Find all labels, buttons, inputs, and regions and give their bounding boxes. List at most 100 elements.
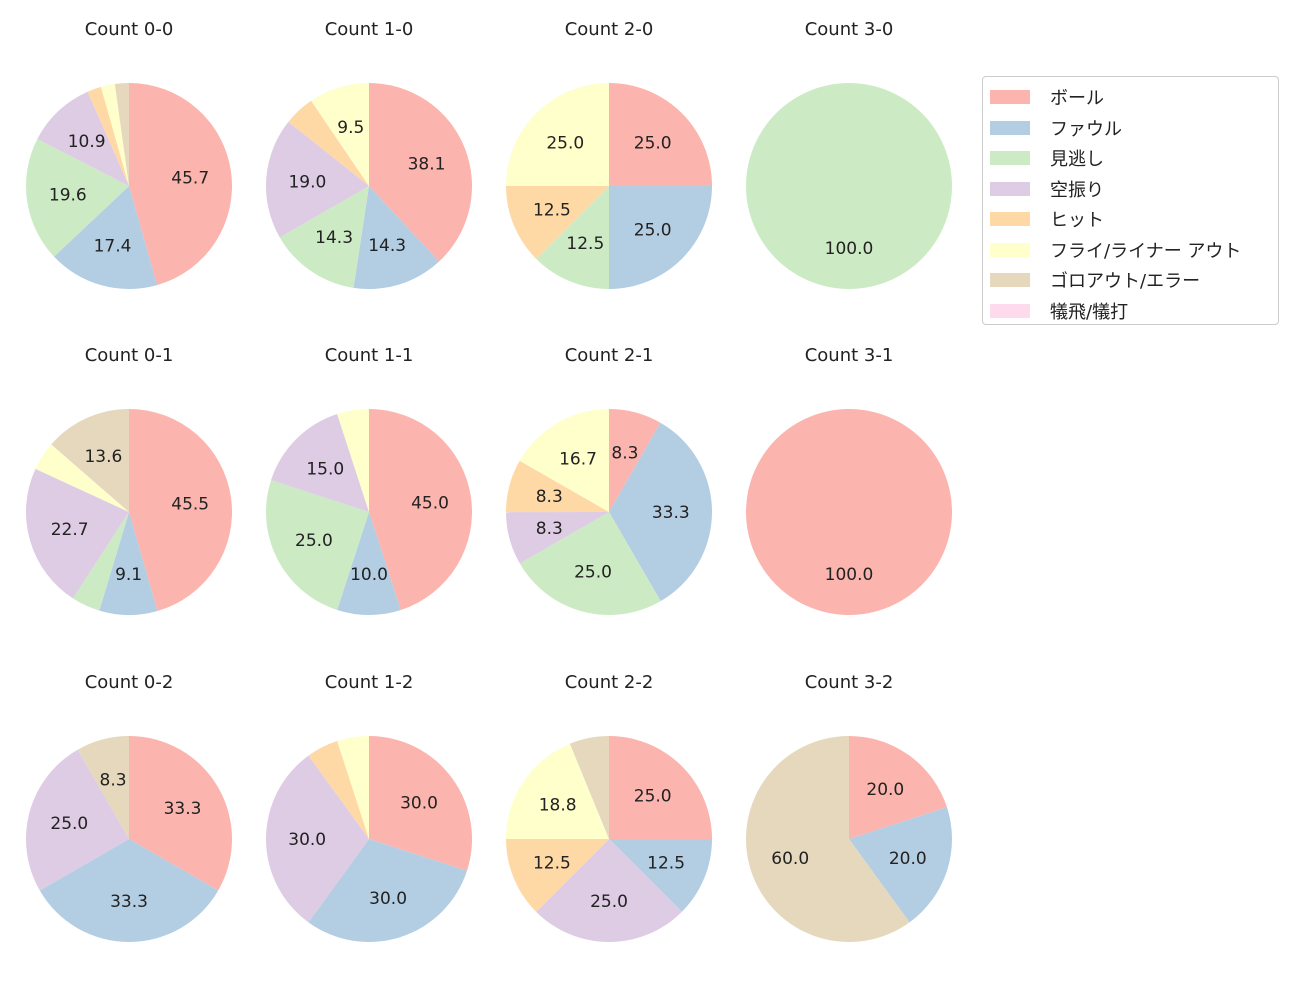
slice-label: 45.0: [411, 493, 449, 513]
pie-slice-5: [337, 409, 369, 512]
pie-title: Count 3-1: [805, 345, 894, 366]
slice-label: 8.3: [536, 519, 563, 539]
legend-label: ヒット: [1050, 210, 1104, 232]
pie-slice-1: [849, 807, 952, 923]
pie-slice-4: [506, 460, 609, 513]
pie-slice-0: [609, 736, 712, 839]
pie-slice-0: [746, 409, 952, 615]
pie-title: Count 2-2: [565, 672, 654, 693]
pie-slice-0: [129, 409, 232, 611]
slice-label: 12.5: [647, 854, 685, 874]
pie-slice-1: [54, 186, 158, 290]
pie-title: Count 2-1: [565, 345, 654, 366]
pie-slice-1: [609, 839, 712, 912]
legend-label: フライ/ライナー アウト: [1050, 240, 1242, 262]
pie-slice-4: [506, 186, 609, 259]
pie-slice-0: [129, 736, 232, 891]
pie-slice-0: [609, 83, 712, 186]
pie-slice-3: [536, 839, 682, 942]
slice-label: 19.0: [288, 172, 326, 192]
slice-label: 30.0: [288, 830, 326, 850]
legend-label: 空振り: [1050, 179, 1104, 201]
pie-slice-2: [266, 480, 369, 610]
pie-title: Count 0-2: [85, 672, 174, 693]
slice-label: 14.3: [368, 236, 406, 256]
slice-label: 9.1: [115, 565, 142, 585]
slice-label: 25.0: [634, 221, 672, 241]
pie-count-1-1: Count 1-1 45.0 10.0 25.0 15.0: [266, 345, 473, 615]
legend-item: 空振り: [983, 174, 1278, 205]
slice-label: 25.0: [546, 133, 584, 153]
pie-slice-2: [746, 83, 952, 289]
pie-slice-1: [39, 839, 219, 942]
pie-slice-4: [506, 839, 609, 912]
pie-slice-1: [337, 512, 401, 615]
pie-title: Count 2-0: [565, 19, 654, 40]
slice-label: 10.0: [350, 565, 388, 585]
pie-slice-5: [519, 409, 609, 512]
slice-label: 25.0: [590, 892, 628, 912]
pie-count-2-0: Count 2-0 25.0 25.0 12.5 12.5 25.0: [506, 19, 712, 289]
slice-label: 12.5: [533, 854, 571, 874]
pie-slice-5: [311, 83, 369, 186]
legend-swatch: [990, 181, 1030, 196]
pie-count-0-2: Count 0-2 33.3 33.3 25.0 8.3: [26, 672, 232, 942]
slice-label: 22.7: [51, 520, 89, 540]
pie-slice-2: [536, 186, 609, 289]
pie-title: Count 1-0: [325, 19, 414, 40]
slice-label: 45.7: [171, 169, 209, 189]
slice-label: 20.0: [889, 849, 927, 869]
slice-label: 12.5: [533, 201, 571, 221]
legend-swatch: [990, 151, 1030, 166]
slice-label: 15.0: [306, 459, 344, 479]
pie-count-3-2: Count 3-2 20.0 20.0 60.0: [746, 672, 952, 942]
pie-slice-3: [506, 512, 609, 564]
slice-label: 60.0: [771, 849, 809, 869]
pie-slice-4: [87, 86, 129, 186]
pie-title: Count 0-0: [85, 19, 174, 40]
pie-title: Count 3-2: [805, 672, 894, 693]
pie-slice-6: [77, 736, 129, 839]
slice-label: 25.0: [574, 563, 612, 583]
slice-label: 16.7: [559, 450, 597, 470]
legend-swatch: [990, 273, 1030, 288]
pie-count-3-1: Count 3-1 100.0: [746, 345, 952, 615]
pie-title: Count 0-1: [85, 345, 174, 366]
pie-slice-5: [100, 83, 129, 186]
slice-label: 33.3: [652, 503, 690, 523]
pie-slice-5: [506, 743, 609, 839]
legend-item: 犠飛/犠打: [983, 296, 1278, 327]
slice-label: 13.6: [84, 447, 122, 467]
pie-slice-0: [129, 83, 232, 286]
legend-item: ファウル: [983, 113, 1278, 144]
legend-swatch: [990, 90, 1030, 105]
slice-label: 10.9: [68, 132, 106, 152]
pie-count-1-0: Count 1-0 38.1 14.3 14.3 19.0 9.5: [266, 19, 472, 289]
legend-swatch: [990, 120, 1030, 135]
slice-label: 14.3: [315, 228, 353, 248]
pie-slice-3: [266, 121, 369, 238]
pie-count-0-0: Count 0-0 45.7 17.4 19.6 10.9: [25, 19, 232, 290]
slice-label: 8.3: [611, 443, 638, 463]
slice-label: 25.0: [634, 133, 672, 153]
slice-label: 8.3: [536, 487, 563, 507]
slice-label: 25.0: [634, 786, 672, 806]
legend-label: 見逃し: [1050, 149, 1104, 171]
pie-title: Count 1-2: [325, 672, 414, 693]
pie-slice-0: [849, 736, 947, 839]
pie-slice-0: [369, 736, 473, 871]
pie-slice-3: [25, 468, 130, 599]
legend-label: ゴロアウト/エラー: [1050, 271, 1201, 293]
pie-slice-4: [288, 100, 369, 186]
slice-label: 18.8: [539, 796, 577, 816]
slice-label: 20.0: [866, 780, 904, 800]
pie-count-3-0: Count 3-0 100.0: [746, 19, 952, 289]
slice-label: 25.0: [50, 814, 88, 834]
pie-slice-2: [25, 139, 129, 257]
pie-slice-6: [51, 409, 129, 512]
pie-slice-1: [99, 512, 158, 615]
pie-slice-0: [369, 409, 473, 610]
pie-slice-0: [369, 83, 472, 262]
